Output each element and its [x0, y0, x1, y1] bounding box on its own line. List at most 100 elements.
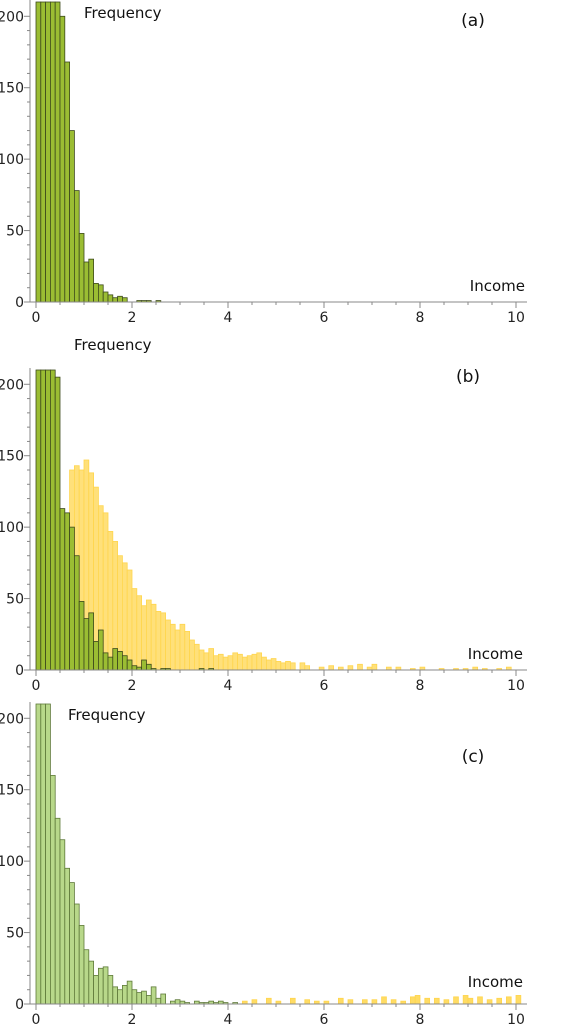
x-tick-label: 10 [507, 310, 525, 326]
panel-c-series-0-bar [131, 989, 138, 1005]
panel-a-series-0-bar [45, 1, 51, 303]
panel-b-series-1-bar [102, 652, 109, 671]
x-tick-label: 6 [320, 1012, 329, 1024]
panel-c-series-0-bar [155, 997, 162, 1005]
panel-c-series-1-bar [409, 996, 416, 1005]
panel-c-series-0-bar [45, 703, 51, 1005]
panel-c-series-1-bar [251, 999, 258, 1005]
panel-b-series-1-bar [131, 665, 138, 671]
panel-b-label: (b) [456, 367, 480, 387]
panel-b-series-1-bar [122, 655, 128, 671]
panel-b-series-1-bar [126, 659, 133, 671]
panel-b-series-0-bar [203, 652, 210, 671]
panel-b-y-axis-title: Frequency [74, 336, 152, 354]
panel-b-series-0-bar [160, 612, 167, 671]
panel-a-series-0-bar [50, 1, 56, 303]
y-tick-label: 50 [6, 592, 24, 608]
panel-c-series-0-bar [150, 986, 157, 1005]
panel-b-series-1-bar [141, 659, 147, 671]
panel-a-series-0-bar [112, 297, 119, 303]
panel-c-series-0-bar [59, 839, 66, 1005]
panel-c-series-0-bar [35, 703, 42, 1005]
x-tick-label: 2 [128, 678, 137, 694]
panel-a-series-0-bar [54, 1, 61, 303]
panel-b-series-1-bar [54, 376, 61, 671]
panel-a-series-0-bar [35, 1, 42, 303]
x-tick-label: 4 [224, 310, 233, 326]
panel-b-series-0-bar [246, 655, 253, 671]
panel-b-series-1-bar [69, 526, 75, 671]
panel-b-series-0-bar [136, 595, 143, 671]
panel-a-series-0-bar [40, 1, 46, 303]
panel-b-series-1-bar [59, 508, 66, 671]
panel-c-series-1-bar [486, 999, 493, 1005]
panel-b-series-0-bar [169, 623, 176, 671]
panel-b-series-0-bar [102, 512, 109, 671]
panel-c-series-0-bar [69, 882, 75, 1005]
panel-b-series-1-bar [117, 651, 123, 671]
panel-c-series-1-bar [462, 995, 469, 1005]
panel-a-series-0-bar [64, 61, 71, 303]
panel-b-x-axis-title: Income [468, 645, 523, 663]
panel-c-series-0-bar [126, 980, 133, 1005]
panel-c-series-1-bar [424, 997, 430, 1005]
panel-c-series-1-bar [289, 997, 296, 1005]
panel-b-series-0-bar [280, 662, 286, 671]
panel-c-series-1-bar [381, 996, 387, 1005]
panel-b-series-0-bar [222, 656, 229, 671]
panel-c-y-axis-title: Frequency [68, 706, 146, 724]
panel-b-series-1-bar [64, 512, 71, 671]
panel-c-series-1-bar [337, 997, 344, 1005]
panel-b-series-0-bar [241, 656, 248, 671]
panel-c-series-0-bar [145, 995, 152, 1005]
x-tick-label: 6 [320, 678, 329, 694]
panel-b-series-1-bar [78, 601, 85, 671]
panel-c-series-0-bar [78, 925, 85, 1005]
panel-b-series-0-bar [251, 653, 258, 671]
panel-c-series-1-bar [371, 999, 378, 1005]
panel-a-series-0-bar [59, 15, 66, 303]
panel-b-series-1-bar [45, 369, 51, 671]
panel-c-series-0-bar [40, 703, 46, 1005]
panel-c-series-0-bar [88, 960, 95, 1005]
panel-c-series-1-bar [515, 995, 522, 1005]
panel-c-series-0-bar [117, 989, 123, 1005]
y-tick-label: 0 [15, 295, 24, 311]
panel-b-series-1-bar [74, 555, 80, 671]
panel-c-series-0-bar [174, 999, 181, 1005]
panel-a-series-0-bar [107, 294, 114, 303]
y-tick-label: 50 [6, 926, 24, 942]
panel-b-bars [35, 369, 512, 671]
panel-a-series-0-bar [117, 295, 123, 303]
panel-a-series-0-bar [102, 291, 109, 303]
panel-c-series-1-bar [304, 999, 310, 1005]
panel-c-series-1-bar [361, 999, 368, 1005]
y-tick-label: 200 [0, 9, 24, 25]
panel-c-series-1-bar [505, 996, 512, 1005]
panel-a-series-0-bar [93, 283, 99, 303]
panel-b-series-1-bar [93, 641, 99, 671]
panel-b-series-0-bar [131, 588, 138, 671]
y-tick-label: 100 [0, 152, 24, 168]
panel-a-label: (a) [461, 11, 485, 31]
x-tick-label: 10 [507, 1012, 525, 1024]
panel-c-series-0-bar [74, 903, 80, 1005]
y-tick-label: 100 [0, 520, 24, 536]
panel-b-series-0-bar [289, 662, 296, 671]
panel-b-series-0-bar [270, 658, 277, 671]
panel-a-x-axis-title: Income [470, 277, 525, 295]
y-tick-label: 0 [15, 997, 24, 1013]
panel-c-series-1-bar [265, 997, 272, 1005]
panel-b-series-1-bar [98, 629, 104, 671]
panel-c-series-0-bar [93, 975, 99, 1005]
panel-b-series-0-bar [357, 663, 363, 671]
x-tick-label: 4 [224, 1012, 233, 1024]
panel-b-series-0-bar [165, 619, 171, 671]
panel-b-series-1-bar [40, 369, 46, 671]
y-tick-label: 50 [6, 224, 24, 240]
panel-b-series-0-bar [371, 663, 378, 671]
panel-c-series-0-bar [98, 967, 104, 1005]
panel-c-series-0-bar [64, 867, 71, 1005]
